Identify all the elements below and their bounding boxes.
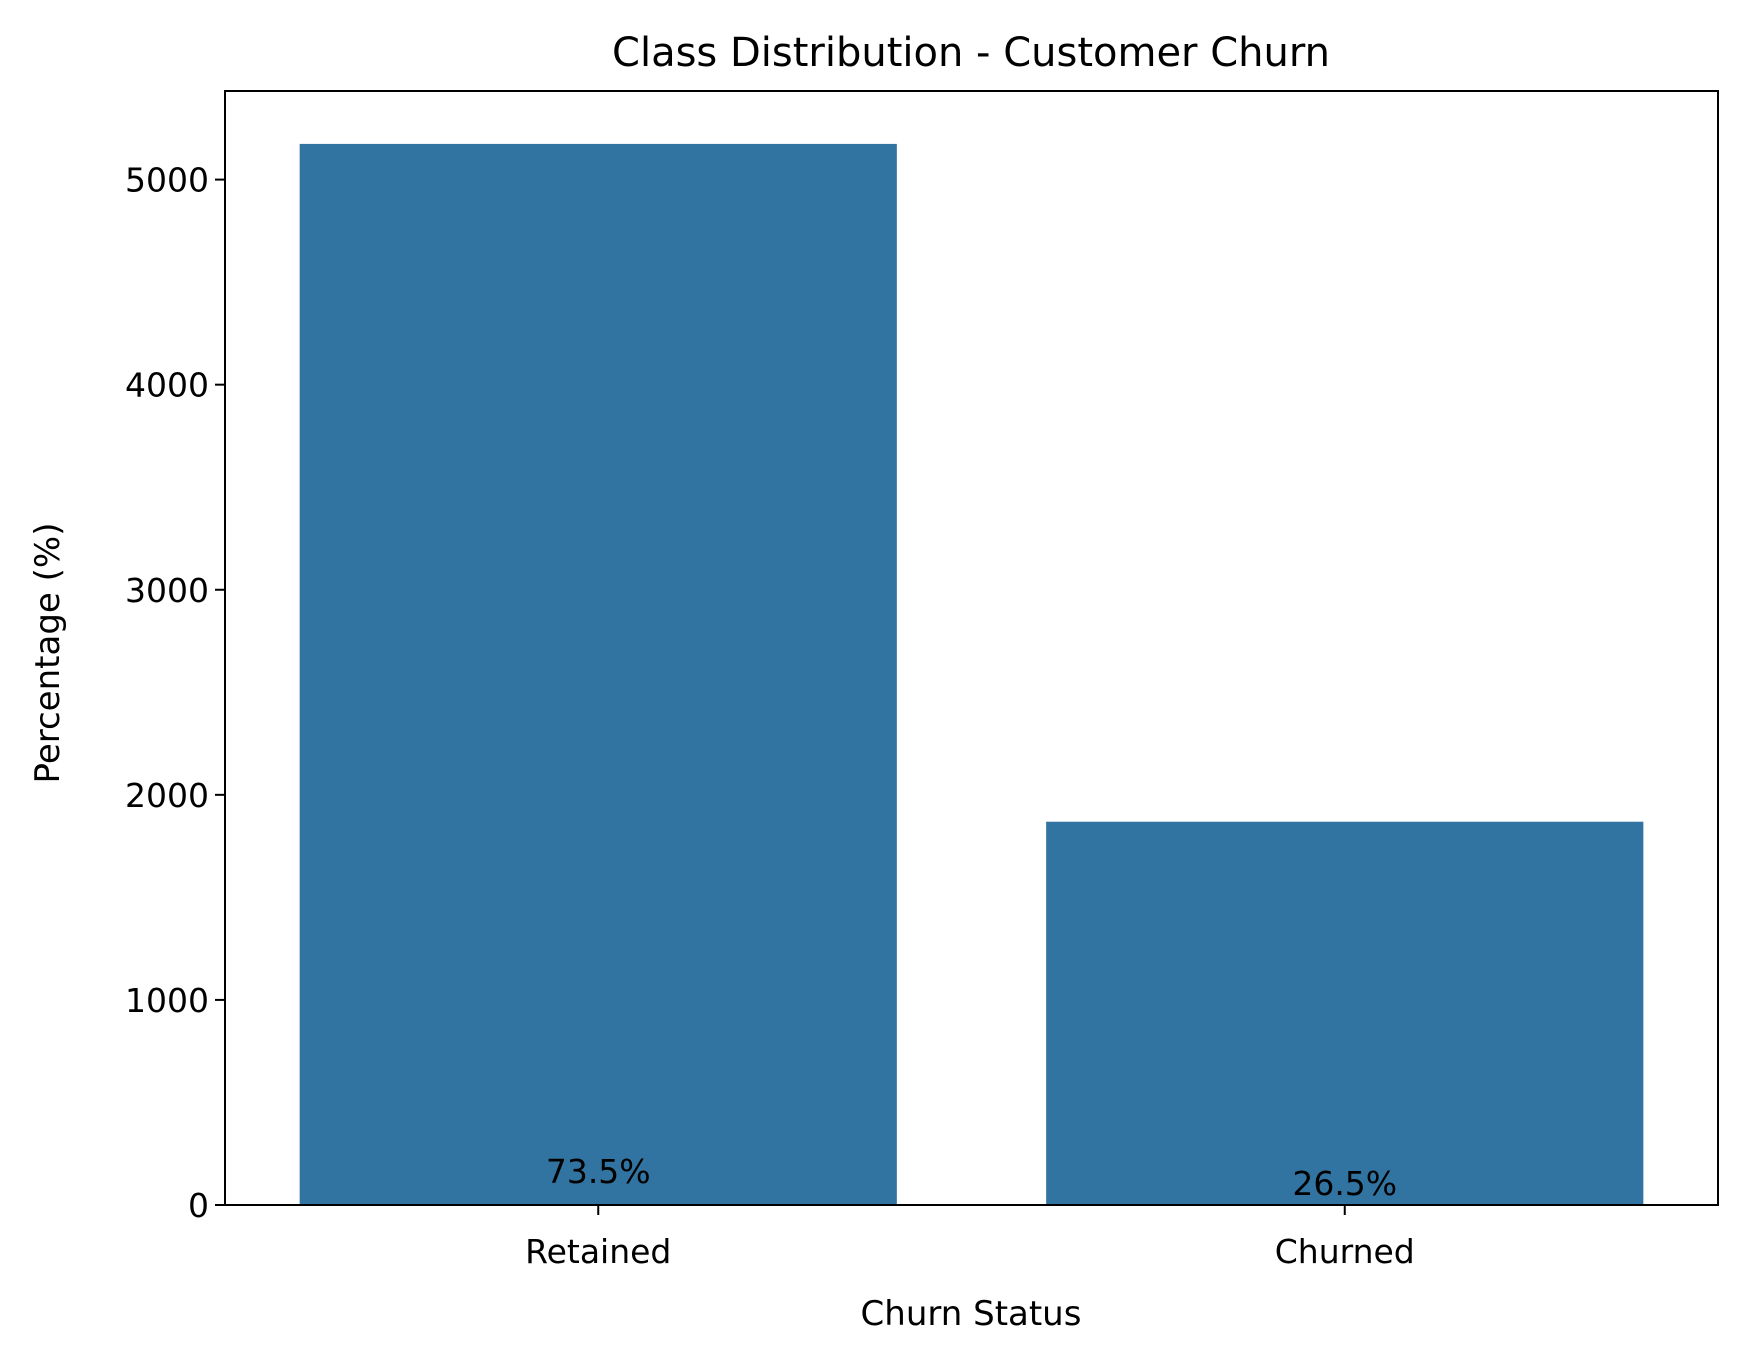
y-tick-label: 4000 <box>125 366 209 405</box>
bar-churned <box>1046 821 1644 1205</box>
chart-title: Class Distribution - Customer Churn <box>612 30 1330 76</box>
y-tick-label: 3000 <box>125 571 209 610</box>
y-tick-label: 2000 <box>125 776 209 815</box>
bars-layer <box>299 143 1644 1206</box>
y-tick-label: 0 <box>188 1186 209 1225</box>
x-axis-label: Churn Status <box>861 1294 1082 1334</box>
x-axis: Retained Churned <box>525 1205 1415 1271</box>
x-tick-label: Retained <box>525 1232 671 1271</box>
x-tick-label: Churned <box>1275 1232 1415 1271</box>
y-tick-label: 5000 <box>125 161 209 200</box>
y-axis-label: Percentage (%) <box>28 523 68 784</box>
data-labels-layer: 73.5% 26.5% <box>546 1152 1397 1203</box>
bar-retained <box>299 143 897 1206</box>
plot-frame <box>224 90 1719 1206</box>
y-axis: 0 1000 2000 3000 4000 5000 <box>125 161 225 1225</box>
data-label-churned: 26.5% <box>1292 1164 1397 1203</box>
data-label-retained: 73.5% <box>546 1152 651 1191</box>
y-tick-label: 1000 <box>125 981 209 1020</box>
